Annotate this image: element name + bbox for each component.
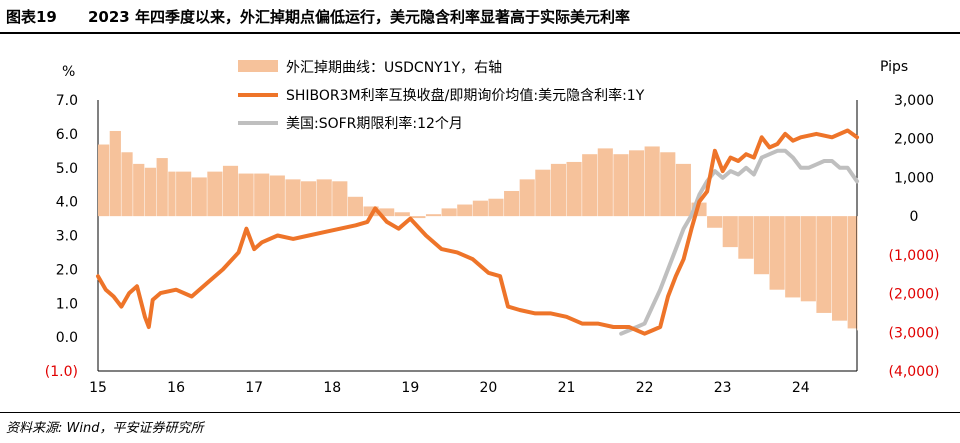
swap-point-bar xyxy=(301,181,317,217)
swap-point-bar xyxy=(644,146,660,217)
figure-title: 2023 年四季度以来，外汇掉期点偏低运行，美元隐含利率显著高于实际美元利率 xyxy=(88,8,630,26)
swap-point-bar xyxy=(156,158,168,217)
swap-point-bar xyxy=(504,190,520,217)
x-tick-label: 20 xyxy=(480,380,498,396)
x-tick-label: 23 xyxy=(714,380,732,396)
swap-point-bar xyxy=(121,152,133,217)
sofr-12m-line xyxy=(619,148,859,336)
legend-label-bar: 外汇掉期曲线：USDCNY1Y，右轴 xyxy=(286,60,502,76)
right-tick-label: 0 xyxy=(910,209,919,225)
x-tick-label: 21 xyxy=(558,380,576,396)
source-note: 资料来源: Wind，平安证券研究所 xyxy=(6,421,204,436)
swap-point-bar xyxy=(363,206,379,217)
swap-point-bar xyxy=(660,152,676,217)
swap-point-bar xyxy=(133,163,145,217)
shibor-implied-usd-rate-line xyxy=(96,128,859,336)
swap-point-bar xyxy=(675,163,691,217)
bottom-rule xyxy=(0,412,960,413)
swap-point-bar xyxy=(285,179,301,217)
swap-point-bar xyxy=(597,148,613,217)
swap-point-bar xyxy=(753,216,770,275)
bar-series xyxy=(98,130,858,331)
left-tick-label: 0.0 xyxy=(56,330,78,346)
swap-point-bar xyxy=(707,216,723,228)
swap-point-bar xyxy=(207,171,223,217)
top-rule xyxy=(0,32,960,34)
header-bar: 图表19 2023 年四季度以来，外汇掉期点偏低运行，美元隐含利率显著高于实际美… xyxy=(0,0,960,30)
swap-point-bar xyxy=(191,177,207,217)
swap-point-bar xyxy=(535,169,551,217)
x-tick-label: 17 xyxy=(245,380,263,396)
swap-point-bar xyxy=(379,208,395,217)
legend: 外汇掉期曲线：USDCNY1Y，右轴 SHIBOR3M利率互换收盘/即期询价均值… xyxy=(238,60,645,132)
figure-label: 图表19 xyxy=(6,8,57,26)
x-tick-label: 19 xyxy=(401,380,419,396)
swap-point-bar xyxy=(769,216,785,290)
x-tick-label: 15 xyxy=(89,380,107,396)
swap-point-bar xyxy=(441,208,457,217)
legend-label-shibor: SHIBOR3M利率互换收盘/即期询价均值:美元隐含利率:1Y xyxy=(286,87,645,104)
swap-point-bar xyxy=(394,212,410,217)
legend-swatch-bar xyxy=(238,60,278,72)
right-tick-label: (1,000) xyxy=(888,248,939,264)
swap-point-bar xyxy=(738,216,754,259)
x-axis-ticks: 15 16 17 18 19 20 21 22 23 24 xyxy=(89,380,810,396)
legend-label-sofr: 美国:SOFR期限利率:12个月 xyxy=(286,115,463,132)
swap-point-bar xyxy=(816,216,832,313)
swap-point-bar xyxy=(566,161,582,217)
swap-point-bar xyxy=(410,216,426,219)
swap-point-bar xyxy=(254,173,270,217)
x-tick-label: 24 xyxy=(792,380,810,396)
swap-point-bar xyxy=(519,179,535,217)
right-axis-unit: Pips xyxy=(880,59,908,75)
swap-point-bar xyxy=(488,198,504,217)
right-tick-label: (4,000) xyxy=(888,364,939,380)
swap-point-bar xyxy=(109,130,121,217)
swap-point-bar xyxy=(332,181,348,217)
left-tick-label: 3.0 xyxy=(56,229,78,245)
swap-point-bar xyxy=(176,171,192,217)
swap-point-bar xyxy=(847,216,857,329)
swap-point-bar xyxy=(269,175,285,217)
x-tick-label: 16 xyxy=(167,380,185,396)
swap-point-bar xyxy=(316,179,332,217)
right-axis-ticks: (4,000) (3,000) (2,000) (1,000) 0 1,000 2,000 3… xyxy=(888,93,939,380)
swap-point-bar xyxy=(168,171,176,217)
swap-point-bar xyxy=(222,165,239,217)
swap-point-bar xyxy=(613,154,629,217)
right-tick-label: 3,000 xyxy=(894,93,934,109)
swap-point-bar xyxy=(472,200,488,217)
x-tick-label: 22 xyxy=(636,380,654,396)
swap-point-bar xyxy=(722,216,738,248)
right-tick-label: (2,000) xyxy=(888,287,939,303)
left-tick-label: 1.0 xyxy=(56,296,78,312)
swap-point-bar xyxy=(98,144,110,217)
chart: % Pips (1.0) 0.0 1.0 2.0 3.0 4.0 5.0 6.0 7.0 (4,… xyxy=(45,59,940,396)
left-tick-label: 4.0 xyxy=(56,195,78,211)
left-axis-unit: % xyxy=(62,64,75,80)
right-tick-label: 1,000 xyxy=(894,170,934,186)
swap-point-bar xyxy=(347,196,363,217)
swap-point-bar xyxy=(857,216,858,331)
swap-point-bar xyxy=(457,204,473,217)
swap-point-bar xyxy=(238,173,254,217)
swap-point-bar xyxy=(785,216,801,298)
left-tick-label: (1.0) xyxy=(45,364,78,380)
left-tick-label: 5.0 xyxy=(56,161,78,177)
right-tick-label: 2,000 xyxy=(894,132,934,148)
swap-point-bar xyxy=(800,216,816,302)
swap-point-bar xyxy=(582,154,598,217)
swap-point-bar xyxy=(832,216,848,321)
x-tick-label: 18 xyxy=(323,380,341,396)
left-tick-label: 7.0 xyxy=(56,93,78,109)
line-series xyxy=(96,128,859,336)
left-axis-ticks: (1.0) 0.0 1.0 2.0 3.0 4.0 5.0 6.0 7.0 xyxy=(45,93,78,380)
right-tick-label: (3,000) xyxy=(888,325,939,341)
left-tick-label: 2.0 xyxy=(56,262,78,278)
left-tick-label: 6.0 xyxy=(56,127,78,143)
swap-point-bar xyxy=(144,167,157,217)
swap-point-bar xyxy=(550,163,567,217)
swap-point-bar xyxy=(628,150,645,217)
swap-point-bar xyxy=(425,214,442,217)
